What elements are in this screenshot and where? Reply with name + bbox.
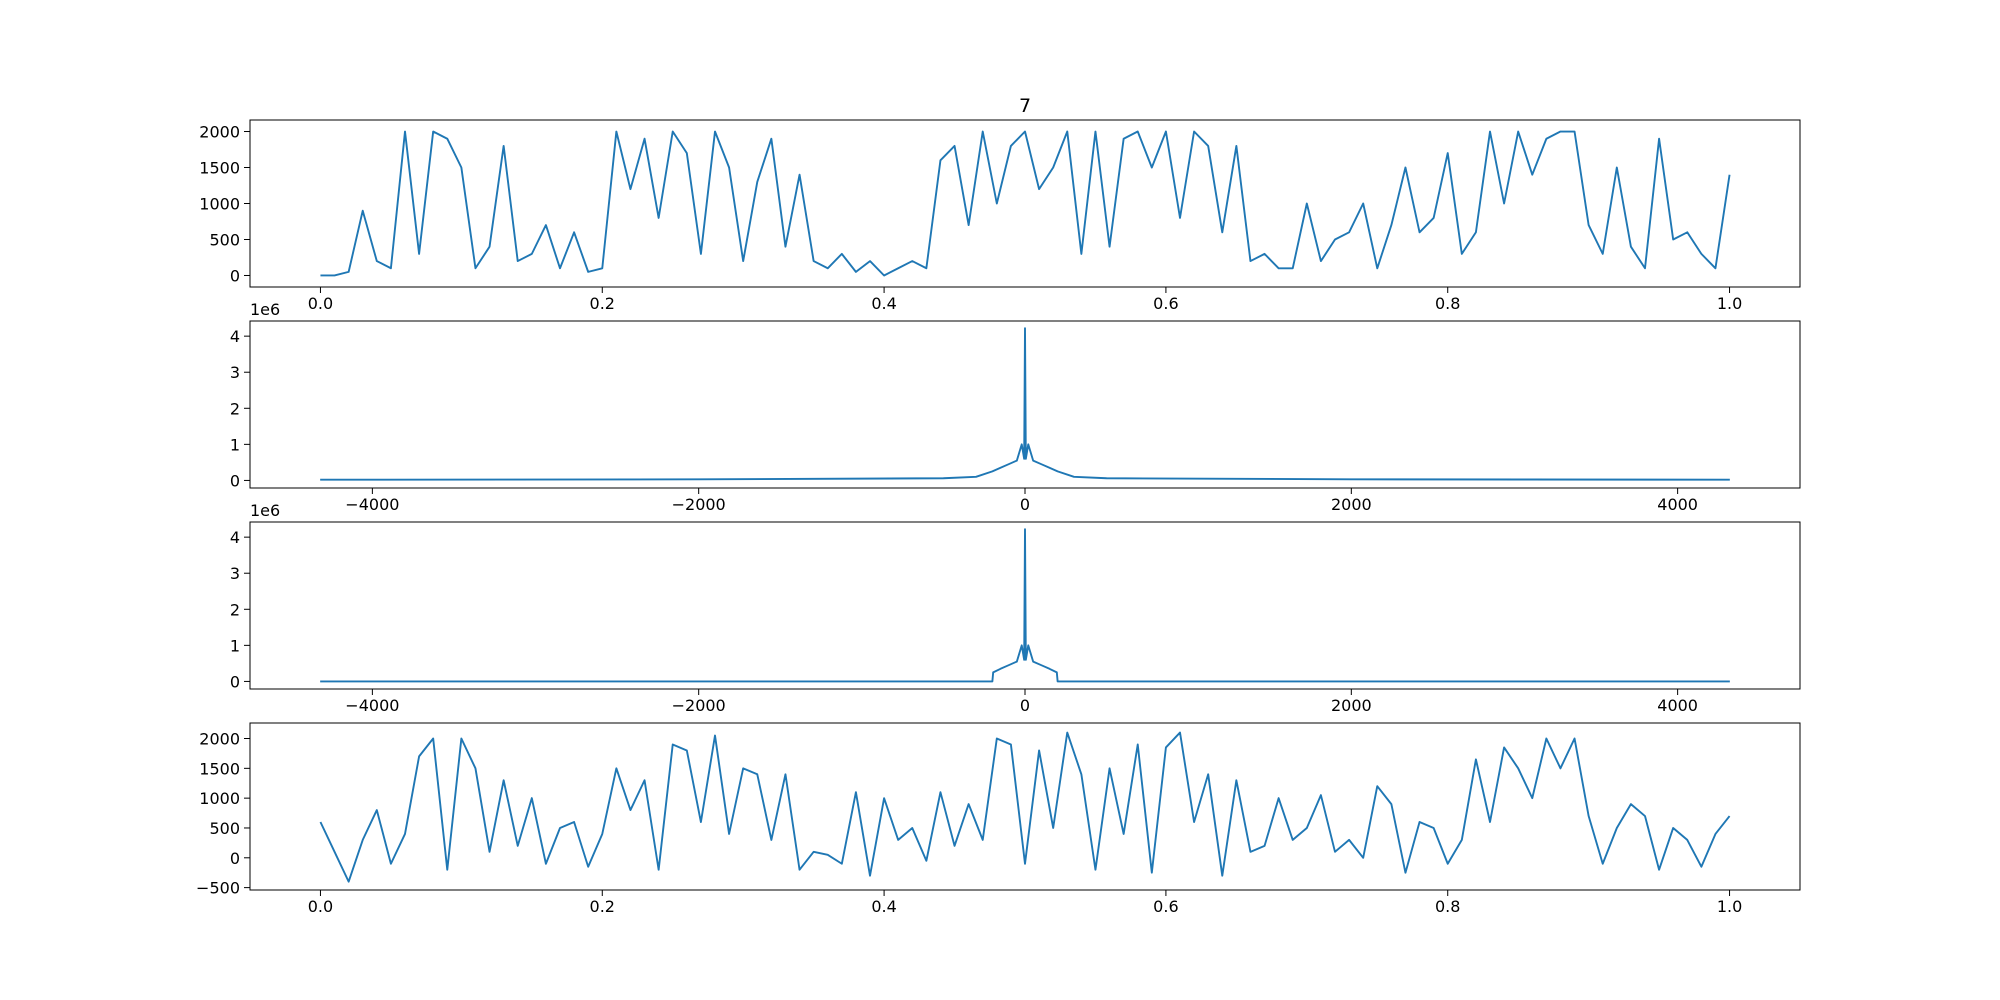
x-tick-label: 0.6 (1153, 294, 1178, 313)
signal-line (319, 731, 1731, 883)
y-tick-label: 1500 (199, 759, 240, 778)
plot-area (320, 327, 1730, 481)
x-tick-label: 0.4 (871, 897, 896, 916)
axes-frame (249, 722, 1801, 891)
y-tick-label: 2000 (199, 123, 240, 142)
chart-title: 7 (1019, 95, 1031, 117)
y-tick-label: 2 (230, 600, 240, 619)
x-tick-label: 0.8 (1435, 897, 1460, 916)
axes-frame (249, 119, 1801, 288)
x-tick-label: −4000 (345, 495, 399, 514)
y-tick-label: 1000 (199, 195, 240, 214)
y-tick-label: −500 (196, 879, 240, 898)
x-tick-label: 0 (1020, 495, 1030, 514)
x-tick-label: 1.0 (1717, 897, 1742, 916)
x-tick-label: −2000 (672, 696, 726, 715)
x-tick-label: 0.8 (1435, 294, 1460, 313)
x-tick-label: 0 (1020, 696, 1030, 715)
x-tick-label: 0.2 (590, 294, 615, 313)
signal-line (320, 130, 1731, 277)
x-tick-label: 2000 (1331, 495, 1372, 514)
y-tick-label: 2000 (199, 730, 240, 749)
y-tick-label: 0 (230, 849, 240, 868)
signal-line (320, 327, 1730, 481)
signal-line (320, 528, 1730, 683)
y-tick-label: 0 (230, 672, 240, 691)
x-tick-label: 0.2 (590, 897, 615, 916)
y-tick-label: 3 (230, 564, 240, 583)
y-tick-label: 4 (230, 327, 240, 346)
y-offset-label: 1e6 (250, 501, 280, 520)
y-tick-label: 500 (209, 819, 240, 838)
y-offset-label: 1e6 (250, 300, 280, 319)
x-tick-label: 2000 (1331, 696, 1372, 715)
x-tick-label: −2000 (672, 495, 726, 514)
y-tick-label: 2 (230, 399, 240, 418)
plot-area (320, 130, 1731, 277)
x-tick-label: 0.6 (1153, 897, 1178, 916)
y-tick-label: 500 (209, 230, 240, 249)
x-tick-label: 0.0 (308, 897, 333, 916)
x-tick-label: 0.0 (308, 294, 333, 313)
y-tick-label: 1 (230, 636, 240, 655)
x-tick-label: 4000 (1657, 495, 1698, 514)
x-tick-label: 4000 (1657, 696, 1698, 715)
axes-frame (249, 320, 1801, 489)
plot-area (319, 731, 1731, 883)
x-tick-label: 0.4 (871, 294, 896, 313)
plot-area (320, 528, 1730, 683)
y-tick-label: 4 (230, 528, 240, 547)
x-tick-label: 1.0 (1717, 294, 1742, 313)
y-tick-label: 3 (230, 363, 240, 382)
y-tick-label: 1500 (199, 159, 240, 178)
y-tick-label: 0 (230, 266, 240, 285)
y-tick-label: 1000 (199, 789, 240, 808)
y-tick-label: 0 (230, 471, 240, 490)
axes-frame (249, 521, 1801, 690)
y-tick-label: 1 (230, 435, 240, 454)
x-tick-label: −4000 (345, 696, 399, 715)
